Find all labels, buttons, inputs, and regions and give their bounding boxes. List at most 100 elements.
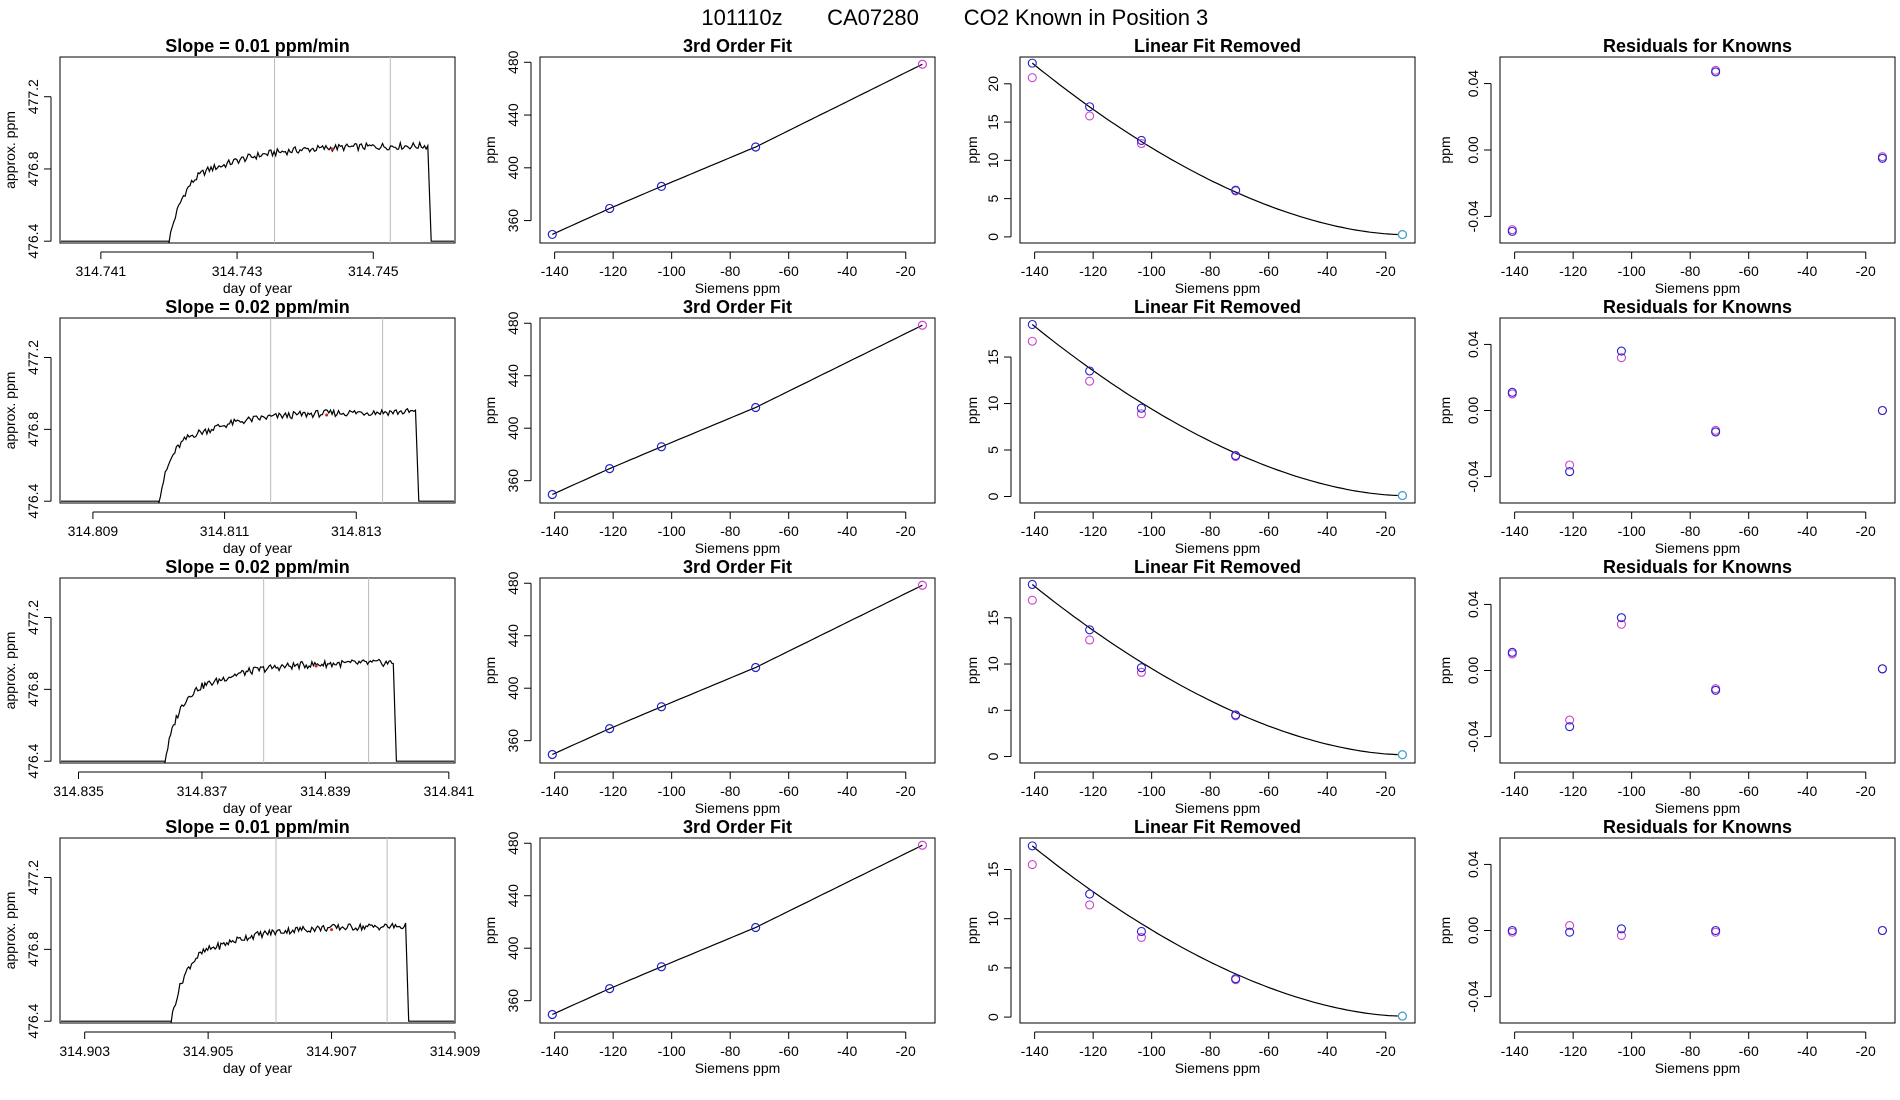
- resid-x-tick-label: -140: [1501, 523, 1529, 539]
- resid-x-label: Siemens ppm: [1655, 540, 1741, 556]
- resid-point-sample: [1616, 930, 1626, 941]
- linfit-x-tick-label: -40: [1317, 1043, 1337, 1059]
- linfit-y-tick-label: 5: [985, 706, 1001, 714]
- resid-panel-row3: -140 -120 -100 -80 -60 -40 -20 -0.04 0.00 0.04 Res…: [1437, 557, 1896, 816]
- fit-point: [917, 580, 928, 590]
- fit-point: [547, 1009, 557, 1020]
- trace-x-tick-label: 314.841: [424, 783, 475, 799]
- fit-y-tick-label: 360: [505, 989, 521, 1013]
- trace-series-line: [61, 140, 454, 244]
- resid-x-tick-label: -100: [1618, 1043, 1646, 1059]
- linfit-point-fit: [1027, 841, 1037, 851]
- fit-x-tick-label: -60: [779, 783, 799, 799]
- fit-x-tick-label: -80: [720, 523, 740, 539]
- resid-y-axis: -0.04 0.00 0.04: [1465, 851, 1492, 1013]
- panel-grid: 314.741 314.743 314.745 476.4 476.8 477.2 Slop…: [2, 36, 1896, 1076]
- resid-point-fit: [1507, 226, 1517, 236]
- trace-y-tick-label: 477.2: [25, 600, 41, 635]
- fit-x-label: Siemens ppm: [695, 1060, 781, 1076]
- fit-y-label: ppm: [482, 917, 498, 944]
- trace-series-line: [61, 658, 454, 763]
- resid-x-tick-label: -60: [1739, 523, 1759, 539]
- fit-y-tick-label: 400: [505, 936, 521, 960]
- linfit-y-axis: 0 5 10 15: [985, 610, 1012, 760]
- resid-point-fit: [1877, 405, 1887, 416]
- trace-y-tick-label: 476.8: [25, 932, 41, 967]
- trace-y-tick-label: 476.4: [25, 1003, 41, 1038]
- fit-point: [547, 749, 557, 760]
- linfit-x-tick-label: -100: [1138, 1043, 1166, 1059]
- trace-y-label: approx. ppm: [2, 632, 18, 710]
- fit-x-tick-label: -20: [896, 523, 916, 539]
- linfit-title: Linear Fit Removed: [1134, 297, 1301, 317]
- trace-x-tick-label: 314.905: [183, 1043, 234, 1059]
- trace-y-label: approx. ppm: [2, 111, 18, 189]
- linfit-point-fit: [1027, 319, 1037, 330]
- fit-curve-line: [552, 324, 923, 496]
- fit-x-label: Siemens ppm: [695, 800, 781, 816]
- linfit-point-sample: [1136, 932, 1146, 942]
- resid-x-tick-label: -120: [1559, 263, 1587, 279]
- trace-y-tick-label: 476.8: [25, 672, 41, 707]
- linfit-x-tick-label: -100: [1138, 523, 1166, 539]
- fit-point: [656, 442, 667, 452]
- trace-title: Slope = 0.02 ppm/min: [165, 557, 350, 577]
- fit-point: [656, 181, 667, 192]
- linfit-point-fit: [1231, 710, 1241, 720]
- linfit-point-fit: [1397, 491, 1407, 501]
- resid-x-axis: -140 -120 -100 -80 -60 -40 -20: [1501, 771, 1876, 799]
- fit-x-axis: -140 -120 -100 -80 -60 -40 -20: [541, 771, 916, 799]
- trace-x-tick-label: 314.813: [331, 523, 382, 539]
- trace-x-label: day of year: [223, 800, 293, 816]
- fit-point: [751, 922, 761, 933]
- fit-point: [917, 840, 928, 850]
- resid-point-fit: [1711, 685, 1721, 695]
- linfit-x-axis: -140 -120 -100 -80 -60 -40 -20: [1021, 1031, 1396, 1059]
- trace-x-tick-label: 314.743: [212, 263, 263, 279]
- linfit-point-fit: [1231, 451, 1241, 461]
- linfit-x-label: Siemens ppm: [1175, 540, 1261, 556]
- linfit-y-tick-label: 15: [985, 861, 1001, 877]
- resid-point-fit: [1565, 467, 1575, 477]
- resid-x-tick-label: -60: [1739, 783, 1759, 799]
- linfit-point-fit: [1027, 579, 1037, 590]
- linfit-x-tick-label: -120: [1079, 523, 1107, 539]
- resid-point-fit: [1711, 925, 1721, 936]
- fit-y-tick-label: 400: [505, 416, 521, 440]
- resid-x-axis: -140 -120 -100 -80 -60 -40 -20: [1501, 1031, 1876, 1059]
- linfit-x-tick-label: -80: [1200, 263, 1220, 279]
- trace-panel-frame: [59, 837, 456, 1024]
- linfit-y-axis: 0 5 10 15 20: [985, 76, 1012, 241]
- linfit-x-tick-label: -80: [1200, 1043, 1220, 1059]
- linfit-title: Linear Fit Removed: [1134, 557, 1301, 577]
- trace-y-axis: 476.4 476.8 477.2: [25, 340, 52, 519]
- trace-mean-marker: [325, 413, 329, 417]
- fit-title: 3rd Order Fit: [683, 36, 792, 56]
- resid-panel-row4: -140 -120 -100 -80 -60 -40 -20 -0.04 0.00 0.04 Res…: [1437, 817, 1896, 1076]
- fit-panel-row4: -140 -120 -100 -80 -60 -40 -20 360 400 440 480 3rd …: [482, 817, 936, 1076]
- fit-panel-frame: [539, 577, 936, 764]
- linfit-x-tick-label: -120: [1079, 1043, 1107, 1059]
- trace-mean-marker: [330, 147, 334, 151]
- linfit-point-fit: [1027, 58, 1037, 68]
- fit-x-axis: -140 -120 -100 -80 -60 -40 -20: [541, 251, 916, 279]
- fit-x-tick-label: -40: [837, 1043, 857, 1059]
- linfit-x-tick-label: -140: [1021, 1043, 1049, 1059]
- fit-y-tick-label: 480: [505, 831, 521, 855]
- fit-x-tick-label: -40: [837, 783, 857, 799]
- linfit-panel-row2: -140 -120 -100 -80 -60 -40 -20 0 5 10 15 Linear Fit…: [964, 297, 1416, 556]
- resid-x-tick-label: -40: [1797, 523, 1817, 539]
- resid-point-sample: [1565, 920, 1575, 931]
- trace-series-line: [61, 922, 454, 1024]
- fit-point: [547, 489, 557, 500]
- resid-point-fit: [1565, 722, 1575, 732]
- trace-x-axis: 314.809 314.811 314.813: [68, 511, 382, 539]
- fit-y-tick-label: 440: [505, 624, 521, 648]
- linfit-point-sample: [1027, 336, 1037, 346]
- linfit-title: Linear Fit Removed: [1134, 36, 1301, 56]
- trace-title: Slope = 0.02 ppm/min: [165, 297, 350, 317]
- linfit-y-tick-label: 5: [985, 964, 1001, 972]
- resid-y-tick-label: 0.00: [1465, 657, 1481, 684]
- trace-x-axis: 314.835 314.837 314.839 314.841: [53, 771, 475, 799]
